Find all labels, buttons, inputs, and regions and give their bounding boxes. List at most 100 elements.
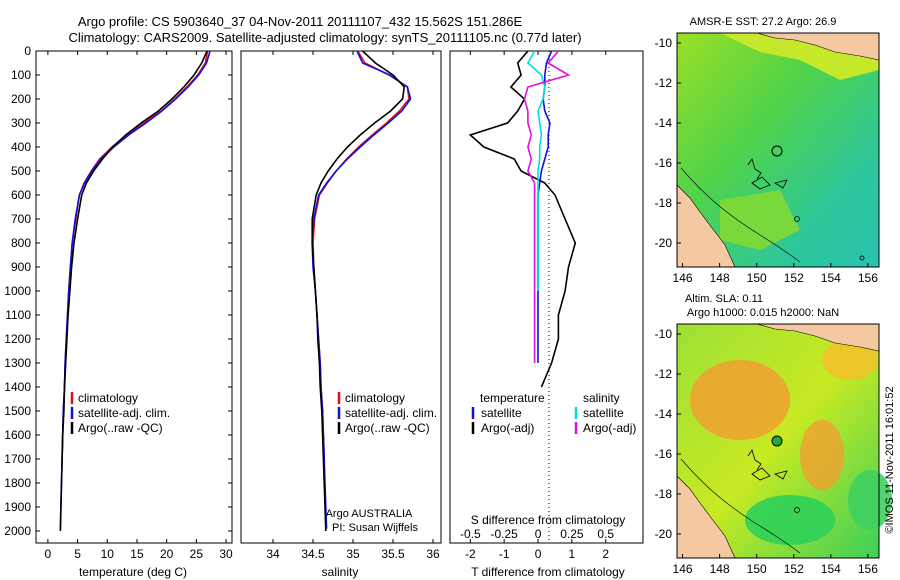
legend-climatology: climatology: [345, 391, 405, 405]
depth-tick-label: 800: [11, 236, 31, 250]
legend-s-satellite: satellite: [583, 406, 624, 420]
depth-tick-label: 500: [11, 164, 31, 178]
principal-investigator: PI: Susan Wijffels: [332, 522, 418, 534]
s-tick-label: 0.5: [597, 527, 614, 541]
depth-tick-label: 1700: [4, 452, 31, 466]
map-x-tick-label: 156: [858, 562, 878, 576]
depth-tick-label: 0: [24, 44, 31, 58]
map-y-tick-label: -12: [655, 367, 673, 381]
sst-map-title: AMSR-E SST: 27.2 Argo: 26.9: [690, 16, 837, 28]
depth-tick-label: 1800: [4, 476, 31, 490]
x-tick-label: 25: [190, 547, 204, 561]
depth-tick-label: 1500: [4, 404, 31, 418]
legend-t-argo: Argo(-adj): [481, 421, 534, 435]
s-tick-label: 0.25: [560, 527, 584, 541]
map-x-tick-label: 154: [821, 562, 841, 576]
temperature-ticks: 0 5 10 15 20 25 30: [45, 51, 233, 561]
series-line-s-satellite: [526, 50, 546, 291]
salinity-xlabel: salinity: [322, 565, 359, 579]
map-x-tick-label: 150: [747, 562, 767, 576]
s-difference-label: S difference from climatology: [471, 513, 626, 527]
sst-map-ticks: 146 148 150 152 154 156 -10 -12 -14 -16 -18 -20: [655, 36, 879, 285]
x-tick-label: 20: [160, 547, 174, 561]
map-x-tick-label: 154: [821, 271, 841, 285]
difference-ticks: -2 -1 0 1 2: [465, 51, 609, 561]
sla-map-ticks: 146 148 150 152 154 156 -10 -12 -14 -16 -18 -20: [655, 327, 879, 576]
difference-axes: [449, 50, 644, 544]
depth-tick-label: 700: [11, 212, 31, 226]
map-y-tick-label: -16: [655, 447, 673, 461]
title-line-1: Argo profile: CS 5903640_37 04-Nov-2011 …: [78, 14, 523, 29]
sla-map-title-2: Argo h1000: 0.015 h2000: NaN: [687, 307, 839, 319]
sst-map: AMSR-E SST: 27.2 Argo: 26.9 146 148 150 152…: [655, 16, 880, 285]
argo-position-marker: [771, 145, 783, 157]
depth-tick-label: 300: [11, 116, 31, 130]
map-y-tick-label: -12: [655, 76, 673, 90]
map-x-tick-label: 146: [673, 271, 693, 285]
map-y-tick-label: -18: [655, 196, 673, 210]
legend-salinity-title: salinity: [583, 391, 620, 405]
sla-island: [794, 507, 800, 513]
sst-reef: [747, 158, 788, 190]
depth-tick-label: 1000: [4, 284, 31, 298]
depth-tick-label: 1200: [4, 332, 31, 346]
x-tick-label: 1: [569, 547, 576, 561]
sla-low-2: [848, 470, 892, 530]
x-tick-label: 35.5: [381, 547, 405, 561]
legend-argo: Argo(..raw -QC): [345, 421, 430, 435]
sst-island-2: [859, 255, 865, 261]
depth-tick-label: 1600: [4, 428, 31, 442]
legend-satellite: satellite-adj. clim.: [345, 406, 437, 420]
salinity-lines: [311, 50, 412, 532]
map-y-tick-label: -14: [655, 407, 673, 421]
s-tick-label: -0.5: [460, 527, 481, 541]
sla-isobath: [680, 458, 801, 554]
salinity-panel: 34 34.5 35 35.5 36 salinity climatology sate…: [240, 50, 442, 579]
depth-tick-label: 2000: [4, 524, 31, 538]
x-tick-label: 35: [346, 547, 360, 561]
depth-tick-label: 400: [11, 140, 31, 154]
salinity-axes: [240, 50, 442, 544]
x-tick-label: 34.5: [301, 547, 325, 561]
depth-tick-label: 1400: [4, 380, 31, 394]
map-x-tick-label: 150: [747, 271, 767, 285]
s-tick-label: -0.25: [490, 527, 518, 541]
imos-stamp: ©IMOS 11-Nov-2011 16:01:52: [884, 386, 896, 533]
depth-tick-label: 100: [11, 68, 31, 82]
sst-warm-patch-2: [720, 190, 800, 250]
x-tick-label: 5: [74, 547, 81, 561]
sla-high-2: [800, 420, 844, 490]
map-y-tick-label: -20: [655, 527, 673, 541]
difference-lines: [468, 50, 577, 388]
s-tick-label: 0: [535, 527, 542, 541]
series-line-t-argo-adj-: [468, 50, 577, 388]
temperature-legend: climatology satellite-adj. clim. Argo(..…: [70, 391, 170, 435]
map-x-tick-label: 152: [784, 271, 804, 285]
legend-s-argo: Argo(-adj): [583, 421, 636, 435]
map-y-tick-label: -10: [655, 36, 673, 50]
map-x-tick-label: 152: [784, 562, 804, 576]
sla-map-frame: [676, 323, 880, 559]
map-y-tick-label: -14: [655, 116, 673, 130]
x-tick-label: 34: [266, 547, 280, 561]
salinity-ticks: 34 34.5 35 35.5 36: [266, 51, 440, 561]
sst-island: [794, 216, 800, 222]
difference-panel: -2 -1 0 1 2 temperature satellite Argo(-adj)…: [449, 50, 644, 579]
sla-map: Altim. SLA: 0.11 Argo h1000: 0.015 h2000…: [655, 293, 892, 576]
x-tick-label: -2: [465, 547, 476, 561]
t-difference-label: T difference from climatology: [471, 565, 625, 579]
sst-isobath: [680, 167, 801, 263]
salinity-legend: climatology satellite-adj. clim. Argo(..…: [337, 391, 437, 435]
salinity-diff-legend: salinity satellite Argo(-adj): [574, 391, 636, 435]
sst-map-frame: [676, 32, 880, 268]
series-line-argo-raw-qc-: [59, 50, 208, 532]
legend-climatology: climatology: [78, 391, 138, 405]
x-tick-label: 15: [130, 547, 144, 561]
sla-reef: [747, 449, 788, 481]
map-y-tick-label: -18: [655, 487, 673, 501]
x-tick-label: 30: [219, 547, 233, 561]
depth-tick-label: 1300: [4, 356, 31, 370]
sla-high-3: [822, 340, 878, 380]
map-x-tick-label: 146: [673, 562, 693, 576]
